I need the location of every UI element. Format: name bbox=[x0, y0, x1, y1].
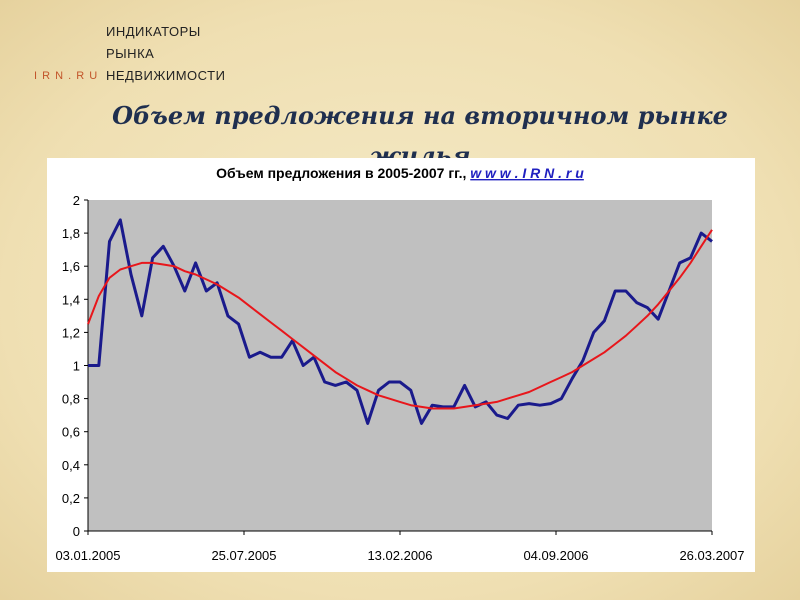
x-tick-label: 04.09.2006 bbox=[523, 548, 588, 563]
y-tick-label: 2 bbox=[73, 193, 80, 208]
y-tick-label: 0,2 bbox=[62, 491, 80, 506]
plot-area bbox=[88, 200, 712, 531]
chart-title-link: w w w . I R N . r u bbox=[470, 165, 584, 181]
y-tick-label: 0 bbox=[73, 524, 80, 539]
logo-line: РЫНКА bbox=[106, 46, 155, 61]
x-tick-label: 03.01.2005 bbox=[55, 548, 120, 563]
y-tick-label: 0,8 bbox=[62, 392, 80, 407]
series-line bbox=[87, 229, 713, 410]
y-tick-label: 1,6 bbox=[62, 259, 80, 274]
logo-line: ИНДИКАТОРЫ bbox=[106, 24, 201, 39]
y-tick-label: 1,4 bbox=[62, 292, 80, 307]
chart-title-text: Объем предложения в 2005-2007 гг., bbox=[216, 165, 470, 181]
y-tick-label: 1,2 bbox=[62, 325, 80, 340]
series-line bbox=[88, 218, 713, 425]
y-tick-label: 0,4 bbox=[62, 458, 80, 473]
y-tick-label: 1,8 bbox=[62, 226, 80, 241]
x-tick-label: 25.07.2005 bbox=[211, 548, 276, 563]
y-tick-label: 0,6 bbox=[62, 425, 80, 440]
logo-line: НЕДВИЖИМОСТИ bbox=[106, 68, 226, 83]
chart-title: Объем предложения в 2005-2007 гг., w w w… bbox=[216, 165, 584, 181]
x-tick-label: 13.02.2006 bbox=[367, 548, 432, 563]
y-tick-label: 1 bbox=[73, 359, 80, 374]
x-tick-label: 26.03.2007 bbox=[679, 548, 744, 563]
logo-site: I R N . R U bbox=[34, 70, 99, 82]
